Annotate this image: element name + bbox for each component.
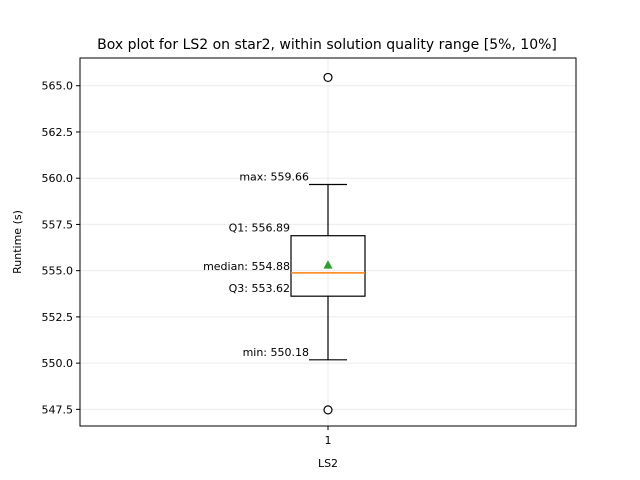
plot-frame (79, 57, 577, 427)
y-tick-label: 555.0 (42, 265, 74, 278)
annotation-q3: Q3: 553.62 (229, 282, 290, 295)
y-tick-label: 565.0 (42, 80, 74, 93)
x-tick-label: 1 (325, 434, 332, 447)
annotation-median: median: 554.88 (203, 260, 290, 273)
y-tick-label: 562.5 (42, 126, 74, 139)
y-tick-label: 560.0 (42, 172, 74, 185)
outlier-point (323, 405, 333, 415)
y-tick-label: 552.5 (42, 311, 74, 324)
box-layer (290, 72, 366, 415)
mean-marker (323, 260, 333, 269)
annotation-max: max: 559.66 (239, 170, 309, 183)
x-axis-label: LS2 (318, 457, 338, 470)
annotation-q1: Q1: 556.89 (229, 222, 290, 235)
annotation-min: min: 550.18 (243, 346, 309, 359)
outlier-point (323, 72, 333, 83)
tick-layer: 547.5 550.0 552.5 555.0 557.5 560.0 562.5 565.0… (42, 80, 332, 447)
y-axis-label: Runtime (s) (11, 210, 24, 274)
chart-title: Box plot for LS2 on star2, within soluti… (97, 37, 557, 53)
y-tick-label: 557.5 (42, 218, 74, 231)
iqr-box (290, 235, 366, 297)
annotation-layer: max: 559.66 Q1: 556.89 median: 554.88 Q3… (203, 170, 309, 358)
y-tick-label: 547.5 (42, 403, 74, 416)
y-tick-label: 550.0 (42, 357, 74, 370)
